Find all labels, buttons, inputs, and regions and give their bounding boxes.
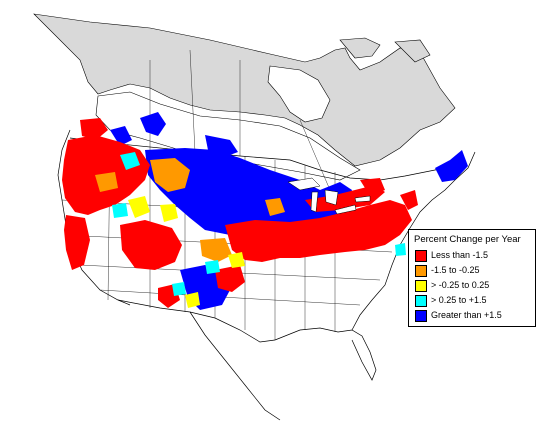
trend-patch-blue [205, 135, 238, 158]
trend-patch-yellow [228, 252, 245, 268]
legend-label: Greater than +1.5 [431, 310, 502, 320]
trend-patch-cyan [172, 282, 186, 296]
us-canada-border [69, 137, 446, 181]
trend-patch-yellow [160, 204, 178, 222]
trend-patch-orange [265, 198, 285, 216]
legend-label: Less than -1.5 [431, 250, 489, 260]
trend-patch-cyan [120, 152, 140, 170]
legend-label: -1.5 to -0.25 [431, 265, 480, 275]
trend-patch-red [120, 220, 182, 270]
lake-superior [287, 177, 321, 191]
gulf-coast-outline [274, 327, 377, 381]
legend-swatch-yellow [415, 280, 427, 292]
lake-huron [324, 189, 339, 206]
arctic-gray-area [33, 13, 456, 167]
trend-patch-orange [200, 238, 232, 262]
legend: Percent Change per Year Less than -1.5 -… [408, 229, 536, 327]
mexico-outline [189, 311, 281, 421]
province-line [189, 49, 196, 153]
province-line [299, 119, 331, 191]
trend-patch-orange [95, 172, 118, 192]
island-gray-2 [394, 39, 431, 63]
unsampled-region [33, 13, 456, 167]
legend-label: > 0.25 to +1.5 [431, 295, 487, 305]
great-lakes [287, 177, 371, 215]
trend-patch-yellow [128, 196, 150, 218]
legend-swatch-blue [415, 310, 427, 322]
trend-patch-blue [140, 112, 166, 136]
legend-swatch-orange [415, 265, 427, 277]
legend-swatch-red [415, 250, 427, 262]
state-line [99, 289, 361, 306]
hudson-bay [267, 65, 331, 123]
trend-patch-red [305, 185, 385, 212]
trend-regions [62, 112, 468, 310]
trend-patch-red [64, 215, 90, 270]
trend-patch-red [360, 178, 385, 196]
trend-patch-blue [435, 150, 468, 182]
trend-patch-cyan [395, 243, 406, 256]
island-gray-1 [339, 37, 381, 59]
trend-patch-red [80, 118, 108, 140]
trend-patch-red [225, 200, 412, 262]
trend-patch-cyan [112, 203, 128, 218]
lake-michigan [310, 191, 319, 213]
trend-patch-blue [110, 126, 132, 146]
trend-patch-yellow [185, 292, 200, 308]
lake-ontario [354, 195, 371, 203]
trend-patch-red [400, 190, 418, 210]
trend-patch-orange [150, 158, 190, 192]
legend-swatch-cyan [415, 295, 427, 307]
legend-label: > -0.25 to 0.25 [431, 280, 490, 290]
trend-patch-red [215, 265, 245, 292]
trend-patch-blue [145, 148, 352, 235]
legend-title: Percent Change per Year [414, 234, 521, 245]
lake-erie [334, 204, 357, 215]
trend-patch-cyan [205, 260, 220, 274]
